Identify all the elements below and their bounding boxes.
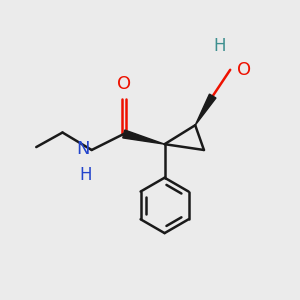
Text: N: N bbox=[77, 140, 90, 158]
Polygon shape bbox=[195, 94, 216, 125]
Text: H: H bbox=[214, 37, 226, 55]
Text: H: H bbox=[80, 166, 92, 184]
Text: O: O bbox=[117, 74, 131, 92]
Text: O: O bbox=[237, 61, 251, 79]
Polygon shape bbox=[123, 130, 165, 144]
